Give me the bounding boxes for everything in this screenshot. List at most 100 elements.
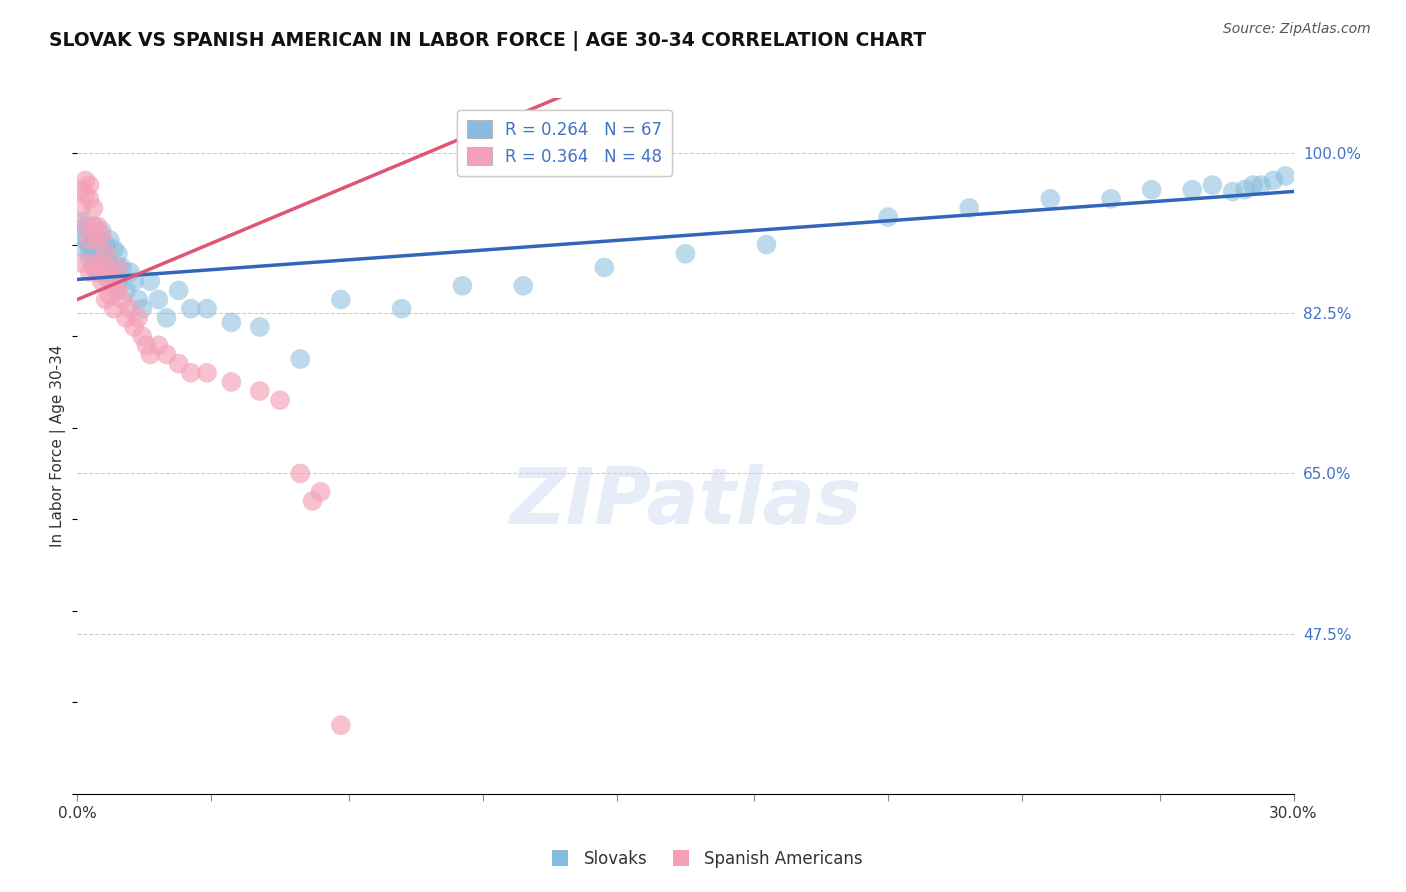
Point: [83, 237, 105, 252]
Point: [83, 201, 105, 215]
Point: [107, 284, 129, 298]
Point: [94, 265, 117, 279]
Legend: R = 0.264   N = 67, R = 0.364   N = 48: R = 0.264 N = 67, R = 0.364 N = 48: [457, 110, 672, 176]
Point: [180, 301, 202, 316]
Point: [167, 357, 190, 371]
Point: [122, 274, 145, 288]
Point: [86, 242, 108, 256]
Point: [86, 265, 108, 279]
Point: [107, 260, 129, 275]
Point: [94, 252, 117, 266]
Point: [127, 310, 149, 325]
Point: [115, 284, 138, 298]
Point: [83, 256, 105, 270]
Point: [103, 301, 125, 316]
Point: [115, 310, 138, 325]
Point: [75, 242, 97, 256]
Point: [957, 201, 980, 215]
Point: [103, 265, 125, 279]
Point: [94, 237, 117, 252]
Point: [98, 265, 121, 279]
Point: [83, 228, 105, 243]
Point: [98, 288, 121, 302]
Point: [139, 347, 162, 361]
Point: [755, 237, 778, 252]
Point: [90, 228, 112, 243]
Point: [83, 219, 105, 234]
Point: [86, 252, 108, 266]
Point: [90, 265, 112, 279]
Point: [221, 375, 243, 389]
Point: [135, 338, 157, 352]
Point: [103, 274, 125, 288]
Point: [103, 242, 125, 256]
Point: [329, 718, 352, 732]
Point: [451, 278, 474, 293]
Point: [86, 233, 108, 247]
Point: [79, 265, 101, 279]
Point: [70, 183, 93, 197]
Point: [79, 252, 101, 266]
Point: [70, 201, 93, 215]
Legend: Slovaks, Spanish Americans: Slovaks, Spanish Americans: [537, 844, 869, 875]
Point: [94, 246, 117, 260]
Point: [249, 320, 271, 334]
Y-axis label: In Labor Force | Age 30-34: In Labor Force | Age 30-34: [49, 344, 66, 548]
Point: [1233, 183, 1256, 197]
Point: [94, 293, 117, 307]
Point: [83, 246, 105, 260]
Point: [107, 246, 129, 260]
Point: [1181, 183, 1204, 197]
Point: [107, 260, 129, 275]
Point: [148, 293, 170, 307]
Point: [86, 265, 108, 279]
Point: [70, 228, 93, 243]
Point: [131, 329, 153, 343]
Point: [79, 192, 101, 206]
Point: [98, 274, 121, 288]
Point: [180, 366, 202, 380]
Point: [221, 315, 243, 329]
Point: [94, 269, 117, 284]
Point: [155, 310, 177, 325]
Text: ZIPatlas: ZIPatlas: [509, 464, 862, 540]
Point: [98, 233, 121, 247]
Point: [675, 246, 697, 260]
Point: [98, 256, 121, 270]
Point: [75, 233, 97, 247]
Point: [90, 256, 112, 270]
Point: [79, 237, 101, 252]
Point: [1039, 192, 1062, 206]
Point: [79, 242, 101, 256]
Point: [155, 347, 177, 361]
Point: [70, 215, 93, 229]
Text: SLOVAK VS SPANISH AMERICAN IN LABOR FORCE | AGE 30-34 CORRELATION CHART: SLOVAK VS SPANISH AMERICAN IN LABOR FORC…: [49, 31, 927, 51]
Point: [1140, 183, 1163, 197]
Point: [139, 274, 162, 288]
Point: [593, 260, 616, 275]
Point: [79, 233, 101, 247]
Point: [86, 219, 108, 234]
Point: [118, 301, 141, 316]
Point: [329, 293, 352, 307]
Point: [1201, 178, 1223, 192]
Point: [75, 219, 97, 234]
Point: [249, 384, 271, 398]
Point: [83, 260, 105, 275]
Point: [512, 278, 534, 293]
Point: [1222, 185, 1244, 199]
Point: [309, 484, 332, 499]
Point: [79, 178, 101, 192]
Point: [107, 276, 129, 290]
Point: [269, 393, 291, 408]
Point: [290, 351, 312, 366]
Point: [90, 242, 112, 256]
Point: [86, 233, 108, 247]
Point: [70, 256, 93, 270]
Point: [90, 260, 112, 275]
Point: [1241, 178, 1264, 192]
Point: [122, 320, 145, 334]
Point: [1250, 178, 1272, 192]
Point: [877, 210, 900, 224]
Point: [290, 467, 312, 481]
